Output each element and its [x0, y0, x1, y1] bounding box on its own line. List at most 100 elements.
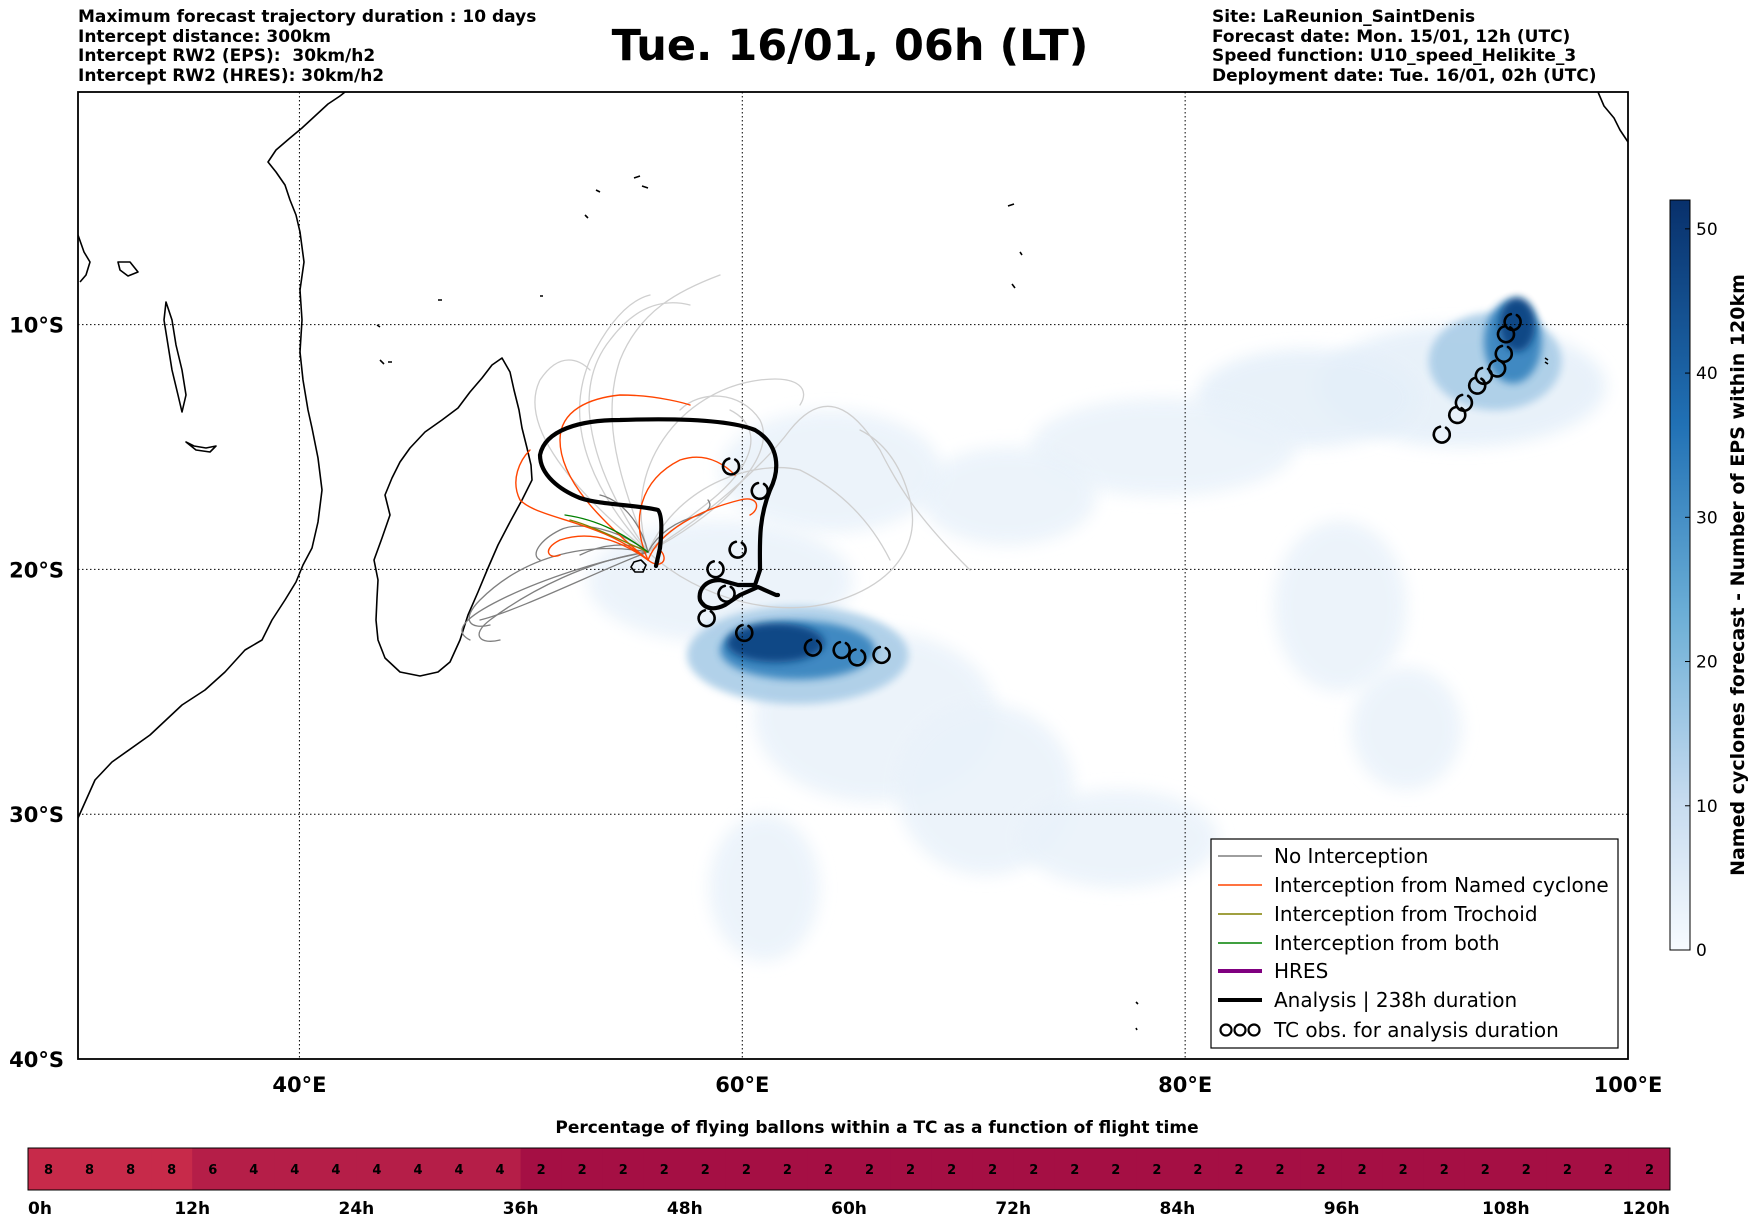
percentage-cell-value: 6: [208, 1163, 217, 1178]
tc-observation-marker: [1448, 405, 1467, 425]
percentage-cell: [1259, 1148, 1302, 1190]
percentage-bar-tick-label: 0h: [28, 1199, 52, 1219]
colorbar-scale: [1669, 199, 1691, 951]
tc-observation-marker: [706, 560, 725, 579]
percentage-cell-value: 4: [413, 1163, 422, 1178]
percentage-cell: [233, 1148, 275, 1190]
tc-observation-marker: [1432, 425, 1452, 444]
percentage-cell-value: 2: [1522, 1163, 1531, 1178]
percentage-bar-tick-label: 120h: [1622, 1199, 1670, 1219]
colorbar-label: Named cyclones forecast - Number of EPS …: [1727, 274, 1749, 876]
percentage-cell: [1505, 1148, 1548, 1190]
header-deployment-date: Deployment date: Tue. 16/01, 02h (UTC): [1212, 65, 1597, 86]
percentage-cell: [479, 1148, 522, 1190]
legend-label-tc-obs: TC obs. for analysis duration: [1273, 1018, 1559, 1042]
percentage-cell: [561, 1148, 604, 1190]
percentage-cell-value: 2: [1399, 1163, 1408, 1178]
no-interception-trajectories: [534, 274, 971, 609]
colorbar-ticks: 0 10 20 30 40 50: [1685, 220, 1718, 961]
x-tick-label: 100°E: [1594, 1073, 1663, 1097]
named-cyclone-trajectories: [515, 394, 758, 565]
percentage-bar-tick-label: 96h: [1324, 1199, 1360, 1219]
legend: No Interception Interception from Named …: [1210, 838, 1619, 1049]
percentage-bar-cells: 8 8 8 8 6 4 4 4 4 4 4 4 2 2 2 2 2 2 2 2 2 2 2 2 2 2 2 2 2 2 2 2 2 2 2 2 2 2 2 2: [28, 1148, 1671, 1190]
legend-label-hres: HRES: [1274, 959, 1328, 983]
percentage-bar-tick-label: 60h: [831, 1199, 867, 1219]
density-blob-2: [1030, 398, 1296, 496]
percentage-cell: [1628, 1148, 1671, 1190]
africa-coastline: [78, 92, 346, 819]
analysis-track: [537, 417, 781, 611]
percentage-cell-value: 8: [44, 1163, 53, 1178]
percentage-cell: [1423, 1148, 1466, 1190]
legend-label-no-interception: No Interception: [1274, 844, 1428, 868]
percentage-cell: [1136, 1148, 1178, 1190]
x-tick-label: 60°E: [715, 1073, 769, 1097]
axis-ticks: 40°E 60°E 80°E 100°E 10°S 20°S 30°S 40°S: [9, 314, 1662, 1097]
tc-observation-marker: [728, 540, 747, 559]
legend-label-both: Interception from both: [1274, 931, 1500, 955]
percentage-cell-value: 2: [537, 1163, 546, 1178]
percentage-cell: [520, 1148, 563, 1190]
percentage-cell-value: 2: [1111, 1163, 1120, 1178]
percentage-cell-value: 2: [1440, 1163, 1449, 1178]
percentage-cell: [274, 1148, 316, 1190]
legend-label-trochoid: Interception from Trochoid: [1274, 902, 1538, 926]
percentage-bar-ticks: 0h 12h 24h 36h 48h 60h 72h 84h 96h 108h 120h: [28, 1199, 1670, 1219]
percentage-cell-value: 2: [1276, 1163, 1285, 1178]
tc-observation-marker: [847, 648, 867, 667]
percentage-cell: [1464, 1148, 1507, 1190]
colorbar-tick-label: 50: [1696, 220, 1718, 240]
percentage-cell: [890, 1148, 932, 1190]
colorbar-tick-label: 30: [1696, 508, 1718, 528]
tc-observation-marker: [1496, 325, 1516, 344]
x-tick-label: 80°E: [1158, 1073, 1212, 1097]
percentage-cell: [151, 1148, 193, 1190]
density-blob-3: [919, 446, 1097, 545]
percentage-cell-value: 2: [988, 1163, 997, 1178]
percentage-bar-tick-label: 84h: [1160, 1199, 1196, 1219]
percentage-cell: [1218, 1148, 1260, 1190]
tc-observation-marker: [1487, 359, 1507, 378]
percentage-cell: [438, 1148, 481, 1190]
tc-observations: [697, 312, 1522, 667]
header-intercept-eps: Intercept RW2 (EPS): 30km/h2: [78, 46, 376, 66]
density-blob-11: [709, 814, 820, 962]
seychelles-islands: [376, 175, 1549, 1031]
header-intercept-hres: Intercept RW2 (HRES): 30km/h2: [78, 65, 385, 86]
header-intercept-distance: Intercept distance: 300km: [78, 26, 331, 47]
tc-observation-marker: [750, 481, 770, 501]
x-tick-label: 40°E: [272, 1073, 326, 1097]
y-tick-label: 30°S: [9, 803, 64, 827]
trajectories-layer: [461, 274, 971, 642]
legend-box: [1210, 838, 1619, 1049]
percentage-cell-value: 2: [1193, 1163, 1202, 1178]
percentage-cell: [931, 1148, 973, 1190]
map-frame: [77, 91, 1629, 1060]
percentage-cell: [1587, 1148, 1630, 1190]
percentage-cell: [1382, 1148, 1425, 1190]
percentage-cell: [725, 1148, 768, 1190]
colorbar: 0 10 20 30 40 50 Named cyclones forecast - Nu…: [1669, 199, 1749, 961]
chart-title: Tue. 16/01, 06h (LT): [611, 21, 1089, 71]
tc-observation-marker: [1494, 344, 1514, 364]
percentage-cell: [807, 1148, 850, 1190]
tc-observation-marker: [697, 609, 716, 628]
percentage-bar-tick-label: 48h: [667, 1199, 703, 1219]
legend-label-analysis: Analysis | 238h duration: [1274, 988, 1517, 1012]
percentage-cell: [110, 1148, 152, 1190]
percentage-bar-tick-label: 24h: [339, 1199, 375, 1219]
header-right-info: Site: LaReunion_SaintDenis Forecast date…: [1212, 7, 1597, 86]
percentage-cell: [602, 1148, 645, 1190]
percentage-cell-value: 2: [1152, 1163, 1161, 1178]
tc-observation-marker: [803, 638, 823, 657]
y-tick-label: 10°S: [9, 314, 64, 338]
percentage-cell-value: 2: [1481, 1163, 1490, 1178]
percentage-cell: [1177, 1148, 1219, 1190]
map-panel: 40°E 60°E 80°E 100°E 10°S 20°S 30°S 40°S No Int…: [9, 91, 1662, 1097]
percentage-cell: [849, 1148, 891, 1190]
grid-lines: [78, 92, 1628, 1059]
no-interception-dark-trajectories: [461, 494, 711, 642]
coastlines: [78, 92, 1628, 1031]
